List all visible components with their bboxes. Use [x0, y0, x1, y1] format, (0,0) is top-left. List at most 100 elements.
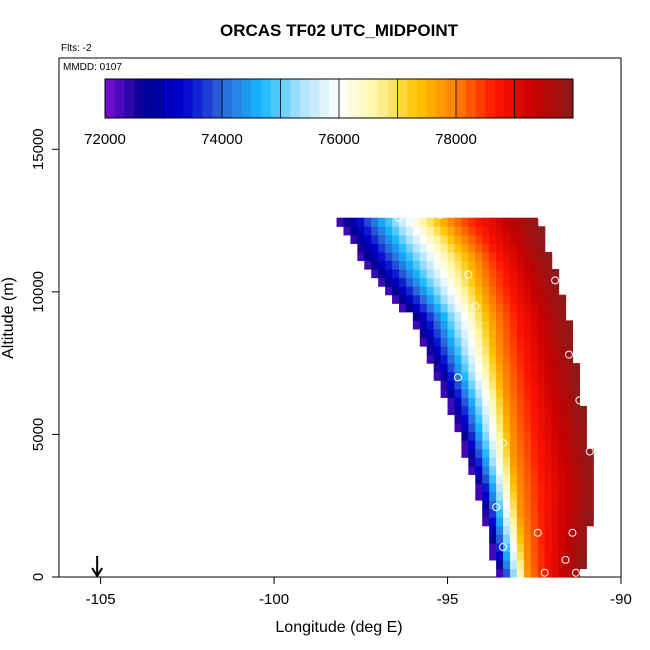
heatmap-cell — [496, 388, 504, 398]
heatmap-cell — [565, 448, 574, 458]
heatmap-cell — [516, 354, 525, 364]
heatmap-cell — [482, 243, 490, 253]
heatmap-cell — [558, 354, 567, 364]
colorbar-segment — [309, 79, 320, 118]
heatmap-cell — [523, 388, 532, 398]
heatmap-cell — [475, 226, 483, 236]
sample-point — [585, 447, 594, 456]
heatmap-cell — [475, 431, 483, 441]
heatmap-cell — [503, 380, 511, 390]
heatmap-cell — [544, 508, 553, 518]
heatmap-cell — [523, 474, 532, 484]
heatmap-cell — [537, 500, 546, 510]
heatmap-cell — [489, 260, 497, 270]
heatmap-cell — [503, 465, 511, 475]
heatmap-cell — [419, 217, 428, 227]
heatmap-cell — [440, 277, 449, 287]
heatmap-cell — [496, 380, 504, 390]
heatmap-cell — [468, 371, 476, 381]
heatmap-cell — [509, 328, 518, 339]
heatmap-cell — [482, 474, 490, 484]
plot-frame — [58, 57, 622, 578]
heatmap-cell — [544, 491, 553, 501]
heatmap-cell — [419, 320, 428, 330]
heatmap-cell — [454, 260, 463, 270]
heatmap-cell — [523, 534, 532, 544]
heatmap-cell — [454, 380, 463, 390]
heatmap-cell — [530, 320, 539, 330]
heatmap-cell — [475, 294, 483, 304]
heatmap-cell — [440, 371, 449, 381]
heatmap-cell — [482, 234, 490, 244]
heatmap-cell — [468, 328, 476, 339]
heatmap-cell — [551, 500, 560, 510]
heatmap-cell — [509, 474, 518, 484]
heatmap-cell — [523, 286, 532, 296]
heatmap-cell — [551, 440, 560, 450]
heatmap-cell — [558, 320, 567, 330]
colorbar-segment — [436, 79, 447, 118]
heatmap-cell — [503, 354, 511, 364]
heatmap-cell — [447, 328, 456, 339]
colorbar-segment — [290, 79, 301, 118]
heatmap-cell — [516, 525, 525, 535]
heatmap-cell — [405, 243, 414, 253]
sample-point — [551, 276, 560, 285]
heatmap-cell — [544, 388, 553, 398]
heatmap-cell — [558, 491, 567, 501]
heatmap-cell — [558, 431, 567, 441]
x-tick-label: -90 — [610, 591, 632, 608]
heatmap-cell — [475, 243, 483, 253]
arrow-down-icon — [91, 556, 104, 578]
heatmap-cell — [426, 320, 435, 330]
heatmap-cell — [489, 525, 497, 535]
heatmap-cell — [419, 260, 428, 270]
colorbar-segment — [465, 79, 476, 118]
heatmap-cell — [516, 251, 525, 262]
heatmap-cell — [482, 303, 490, 313]
heatmap-cell — [537, 414, 546, 424]
heatmap-cell — [565, 328, 574, 339]
heatmap-cell — [468, 380, 476, 390]
heatmap-cell — [412, 311, 421, 321]
heatmap-cell — [503, 346, 511, 356]
heatmap-cell — [357, 226, 365, 236]
heatmap-cell — [419, 311, 428, 321]
heatmap-cell — [496, 286, 504, 296]
heatmap-cell — [537, 269, 546, 279]
colorbar-segment — [495, 79, 506, 118]
sample-point — [519, 199, 528, 208]
heatmap-cell — [426, 277, 435, 287]
heatmap-cell — [433, 328, 442, 339]
heatmap-cell — [398, 251, 407, 262]
heatmap-cell — [378, 243, 386, 253]
heatmap-cell — [392, 286, 400, 296]
heatmap-cell — [433, 346, 442, 356]
heatmap-cell — [523, 234, 532, 244]
heatmap-cell — [579, 431, 587, 441]
heatmap-cell — [454, 234, 463, 244]
heatmap-cell — [523, 277, 532, 287]
heatmap-cell — [523, 448, 532, 458]
heatmap-cell — [419, 337, 428, 347]
heatmap-cell — [537, 525, 546, 535]
heatmap-cell — [405, 226, 414, 236]
heatmap-cell — [475, 346, 483, 356]
heatmap-cell — [544, 328, 553, 339]
heatmap-cell — [461, 346, 469, 356]
heatmap-cell — [398, 277, 407, 287]
heatmap-cell — [496, 405, 504, 416]
heatmap-cell — [426, 303, 435, 313]
heatmap-cell — [405, 286, 414, 296]
heatmap-cell — [503, 517, 511, 527]
heatmap-cell — [509, 388, 518, 398]
heatmap-cell — [516, 423, 525, 433]
sample-point — [394, 213, 403, 222]
heatmap-cell — [503, 363, 511, 373]
heatmap-cell — [572, 559, 580, 570]
heatmap-cell — [482, 465, 490, 475]
heatmap-cell — [503, 320, 511, 330]
heatmap-cell — [378, 234, 386, 244]
heatmap-cell — [509, 517, 518, 527]
heatmap-cell — [516, 551, 525, 561]
